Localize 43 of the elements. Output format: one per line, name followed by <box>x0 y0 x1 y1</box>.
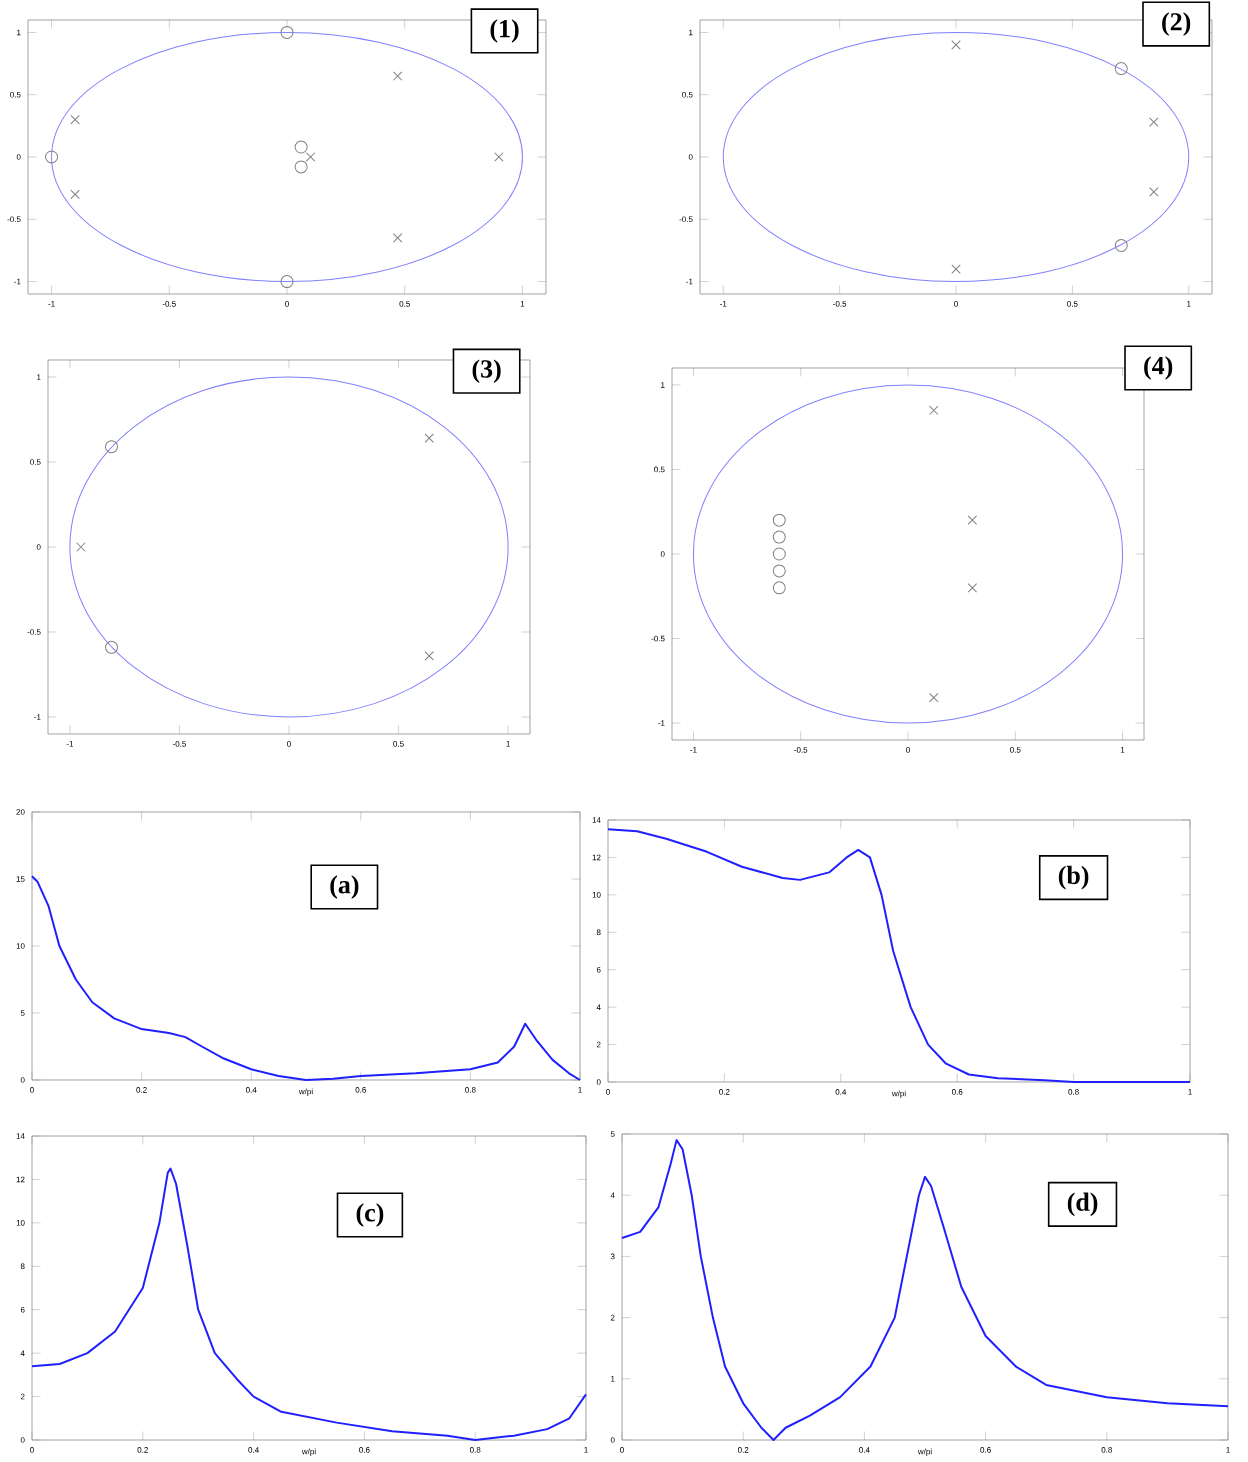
point <box>772 530 786 544</box>
line-series <box>31 875 581 1081</box>
annotation: (2) <box>1162 12 1191 36</box>
point <box>1149 117 1159 127</box>
point <box>951 264 961 274</box>
annotation: (3) <box>472 359 501 383</box>
point <box>929 692 939 703</box>
line-series <box>621 1139 1230 1441</box>
point <box>70 114 80 125</box>
point <box>772 581 786 595</box>
point <box>45 150 59 164</box>
point <box>494 152 504 162</box>
point <box>76 542 86 552</box>
point <box>280 275 294 289</box>
point <box>951 40 961 50</box>
point <box>967 583 978 593</box>
line-series <box>607 828 1192 1083</box>
point <box>772 547 786 561</box>
text: (4) <box>1144 356 1173 380</box>
annotation: (c) <box>356 1203 384 1227</box>
point <box>105 440 119 454</box>
point <box>392 71 403 81</box>
annotation: (d) <box>1067 1192 1098 1217</box>
point <box>280 25 294 39</box>
point <box>424 651 434 661</box>
point <box>772 564 786 578</box>
point <box>1114 238 1128 252</box>
point <box>1114 62 1128 76</box>
point <box>772 513 786 527</box>
point <box>929 405 939 416</box>
line-series <box>31 1167 587 1441</box>
annotation: (b) <box>1058 865 1089 890</box>
point <box>1149 187 1159 197</box>
point <box>967 515 978 525</box>
annotation: (a) <box>330 875 359 899</box>
point <box>105 640 119 654</box>
point <box>305 152 316 162</box>
point <box>392 233 403 243</box>
point <box>424 433 434 443</box>
annotation: (1) <box>490 19 519 43</box>
point <box>70 189 80 200</box>
point <box>294 140 308 154</box>
point <box>294 160 308 174</box>
